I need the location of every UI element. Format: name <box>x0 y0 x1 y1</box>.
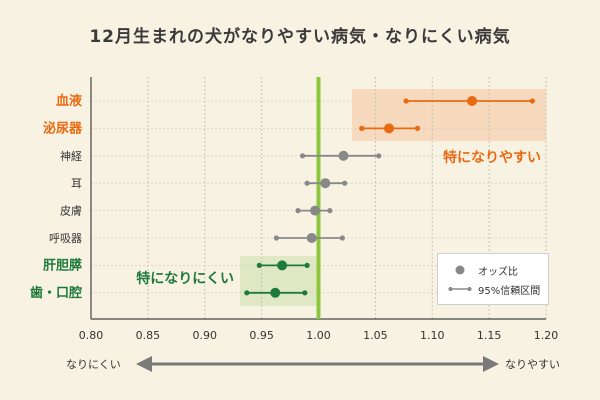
data-marks <box>244 96 535 298</box>
ci-low-cap-0 <box>403 98 409 104</box>
ci-low-cap-7 <box>244 290 250 296</box>
odds-ratio-point-0 <box>467 96 478 106</box>
x-tick-label-1.15: 1.15 <box>477 329 502 342</box>
legend-ci-row: 95%信頼区間 <box>448 282 541 297</box>
arrow-left-label: なりにくい <box>66 358 121 371</box>
odds-ratio-point-4 <box>310 205 321 216</box>
x-tick-label-0.85: 0.85 <box>136 329 161 342</box>
direction-arrow <box>136 356 499 372</box>
high-risk-band <box>352 89 546 141</box>
ci-high-cap-6 <box>304 262 310 268</box>
ci-low-cap-6 <box>256 262 262 268</box>
highlight-bands <box>240 89 546 306</box>
x-tick-label-0.90: 0.90 <box>193 329 218 342</box>
ci-high-cap-4 <box>327 208 333 214</box>
ci-high-cap-2 <box>376 153 382 159</box>
annotation-low: 特になりにくい <box>136 270 234 287</box>
category-label-5: 呼吸器 <box>49 232 82 245</box>
legend-ci-label: 95%信頼区間 <box>478 285 541 297</box>
category-label-4: 皮膚 <box>60 204 82 218</box>
legend: オッズ比 95%信頼区間 <box>437 253 549 305</box>
x-tick-label-0.80: 0.80 <box>79 329 104 342</box>
arrow-head-right <box>483 356 499 372</box>
ci-low-cap-4 <box>295 208 301 214</box>
category-label-2: 神経 <box>60 149 82 163</box>
odds-ratio-point-3 <box>320 178 331 189</box>
x-tick-label-1.00: 1.00 <box>306 329 331 342</box>
legend-ci-icon <box>448 287 472 291</box>
ci-high-cap-7 <box>302 290 308 296</box>
x-tick-label-1.20: 1.20 <box>534 329 559 342</box>
legend-point-row: オッズ比 <box>448 263 518 278</box>
ci-low-cap-3 <box>304 180 310 186</box>
x-tick-label-0.95: 0.95 <box>249 329 274 342</box>
arrow-head-left <box>136 356 152 372</box>
x-tick-labels: 0.80 0.85 0.90 0.95 1.00 1.05 1.10 1.15 1.20 <box>79 329 559 342</box>
odds-ratio-point-1 <box>384 123 395 134</box>
odds-ratio-point-2 <box>338 150 349 161</box>
ci-low-cap-2 <box>299 153 306 159</box>
chart-title: 12月生まれの犬がなりやすい病気・なりにくい病気 <box>89 27 511 47</box>
odds-ratio-point-5 <box>306 233 317 243</box>
annotation-high: 特になりやすい <box>443 149 541 166</box>
ci-high-cap-5 <box>339 235 345 241</box>
category-label-1: 泌尿器 <box>43 120 83 136</box>
ci-low-cap-5 <box>273 235 280 241</box>
odds-ratio-point-6 <box>277 260 288 271</box>
category-label-0: 血液 <box>56 93 82 109</box>
arrow-right-label: なりやすい <box>505 358 560 371</box>
legend-point-label: オッズ比 <box>478 266 518 278</box>
ci-high-cap-3 <box>342 180 348 186</box>
x-tick-label-1.05: 1.05 <box>363 329 388 342</box>
ci-low-cap-1 <box>359 125 365 131</box>
category-label-3: 耳 <box>71 177 82 190</box>
category-label-6: 肝胆膵 <box>43 257 82 273</box>
ci-high-cap-1 <box>414 125 421 131</box>
ci-high-cap-0 <box>529 98 535 104</box>
legend-point-icon <box>455 265 465 275</box>
category-label-7: 歯・口腔 <box>30 285 82 301</box>
odds-ratio-point-7 <box>270 287 281 298</box>
x-tick-label-1.10: 1.10 <box>420 329 445 342</box>
